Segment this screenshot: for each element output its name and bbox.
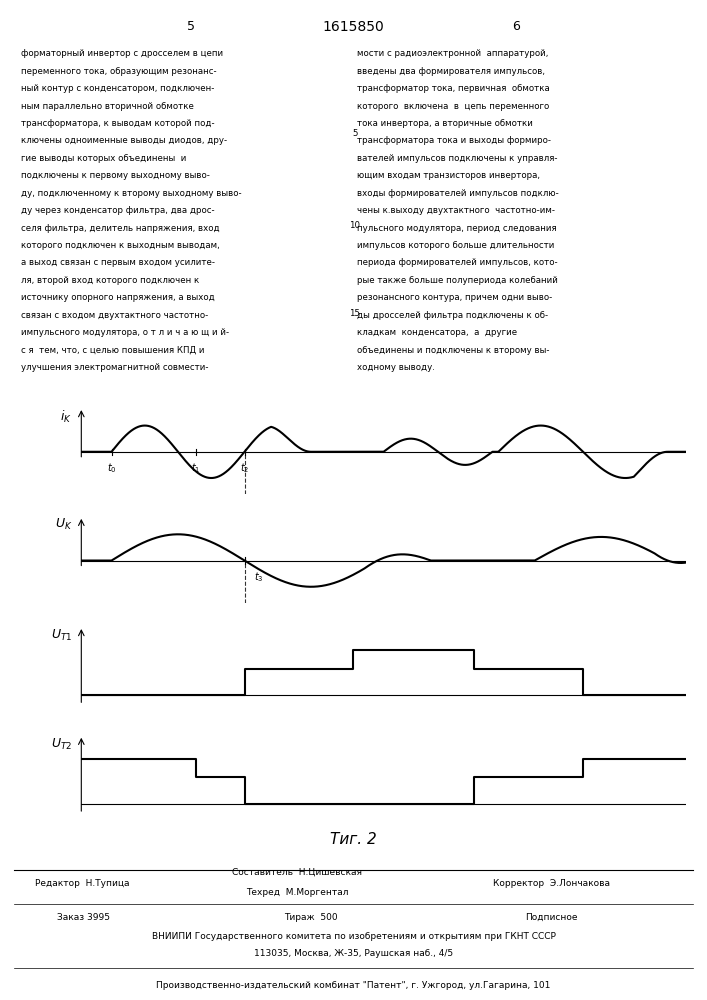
Text: $U_{T2}$: $U_{T2}$ (51, 737, 72, 752)
Text: мости с радиоэлектронной  аппаратурой,: мости с радиоэлектронной аппаратурой, (357, 49, 548, 58)
Text: 10: 10 (349, 221, 361, 230)
Text: импульсного модулятора, о т л и ч а ю щ и й-: импульсного модулятора, о т л и ч а ю щ … (21, 328, 229, 337)
Text: Подписное: Подписное (525, 913, 578, 922)
Text: рые также больше полупериода колебаний: рые также больше полупериода колебаний (357, 276, 558, 285)
Text: ходному выводу.: ходному выводу. (357, 363, 435, 372)
Text: подключены к первому выходному выво-: подключены к первому выходному выво- (21, 171, 210, 180)
Text: Заказ 3995: Заказ 3995 (57, 913, 110, 922)
Text: резонансного контура, причем одни выво-: резонансного контура, причем одни выво- (357, 293, 552, 302)
Text: 5: 5 (352, 129, 358, 138)
Text: форматорный инвертор с дросселем в цепи: форматорный инвертор с дросселем в цепи (21, 49, 223, 58)
Text: ющим входам транзисторов инвертора,: ющим входам транзисторов инвертора, (357, 171, 540, 180)
Text: ным параллельно вторичной обмотке: ным параллельно вторичной обмотке (21, 102, 194, 111)
Text: гие выводы которых объединены  и: гие выводы которых объединены и (21, 154, 187, 163)
Text: трансформатор тока, первичная  обмотка: трансформатор тока, первичная обмотка (357, 84, 549, 93)
Text: $t_0$: $t_0$ (107, 461, 117, 475)
Text: чены к.выходу двухтактного  частотно-им-: чены к.выходу двухтактного частотно-им- (357, 206, 555, 215)
Text: Составитель  Н.Цишевская: Составитель Н.Цишевская (232, 868, 362, 877)
Text: ключены одноименные выводы диодов, дру-: ключены одноименные выводы диодов, дру- (21, 136, 228, 145)
Text: $U_K$: $U_K$ (54, 517, 72, 532)
Text: ды дросселей фильтра подключены к об-: ды дросселей фильтра подключены к об- (357, 311, 548, 320)
Text: вателей импульсов подключены к управля-: вателей импульсов подключены к управля- (357, 154, 557, 163)
Text: 1615850: 1615850 (322, 20, 385, 34)
Text: импульсов которого больше длительности: импульсов которого больше длительности (357, 241, 554, 250)
Text: 15: 15 (349, 309, 361, 318)
Text: селя фильтра, делитель напряжения, вход: селя фильтра, делитель напряжения, вход (21, 224, 220, 233)
Text: ду, подключенному к второму выходному выво-: ду, подключенному к второму выходному вы… (21, 189, 242, 198)
Text: Τиг. 2: Τиг. 2 (330, 832, 377, 848)
Text: связан с входом двухтактного частотно-: связан с входом двухтактного частотно- (21, 311, 209, 320)
Text: 5: 5 (187, 20, 195, 33)
Text: $t_3$: $t_3$ (254, 570, 263, 584)
Text: Редактор  Н.Тупица: Редактор Н.Тупица (35, 880, 130, 888)
Text: входы формирователей импульсов подклю-: входы формирователей импульсов подклю- (357, 189, 559, 198)
Text: Тираж  500: Тираж 500 (284, 913, 338, 922)
Text: $i_K$: $i_K$ (61, 409, 72, 425)
Text: которого подключен к выходным выводам,: которого подключен к выходным выводам, (21, 241, 220, 250)
Text: Техред  М.Моргентал: Техред М.Моргентал (246, 888, 348, 897)
Text: а выход связан с первым входом усилите-: а выход связан с первым входом усилите- (21, 258, 215, 267)
Text: Корректор  Э.Лончакова: Корректор Э.Лончакова (493, 880, 610, 888)
Text: $t_1$: $t_1$ (192, 461, 201, 475)
Text: 6: 6 (512, 20, 520, 33)
Text: 113035, Москва, Ж-35, Раушская наб., 4/5: 113035, Москва, Ж-35, Раушская наб., 4/5 (254, 949, 453, 958)
Text: улучшения электромагнитной совмести-: улучшения электромагнитной совмести- (21, 363, 209, 372)
Text: тока инвертора, а вторичные обмотки: тока инвертора, а вторичные обмотки (357, 119, 532, 128)
Text: введены два формирователя импульсов,: введены два формирователя импульсов, (357, 67, 545, 76)
Text: $t_2$: $t_2$ (240, 461, 249, 475)
Text: ный контур с конденсатором, подключен-: ный контур с конденсатором, подключен- (21, 84, 215, 93)
Text: объединены и подключены к второму вы-: объединены и подключены к второму вы- (357, 346, 549, 355)
Text: ду через конденсатор фильтра, два дрос-: ду через конденсатор фильтра, два дрос- (21, 206, 215, 215)
Text: Производственно-издательский комбинат "Патент", г. Ужгород, ул.Гагарина, 101: Производственно-издательский комбинат "П… (156, 981, 551, 990)
Text: переменного тока, образующим резонанс-: переменного тока, образующим резонанс- (21, 67, 217, 76)
Text: источнику опорного напряжения, а выход: источнику опорного напряжения, а выход (21, 293, 215, 302)
Text: ВНИИПИ Государственного комитета по изобретениям и открытиям при ГКНТ СССР: ВНИИПИ Государственного комитета по изоб… (151, 932, 556, 941)
Text: которого  включена  в  цепь переменного: которого включена в цепь переменного (357, 102, 549, 111)
Text: периода формирователей импульсов, кото-: периода формирователей импульсов, кото- (357, 258, 557, 267)
Text: трансформатора, к выводам которой под-: трансформатора, к выводам которой под- (21, 119, 215, 128)
Text: кладкам  конденсатора,  а  другие: кладкам конденсатора, а другие (357, 328, 517, 337)
Text: $U_{T1}$: $U_{T1}$ (51, 628, 72, 643)
Text: трансформатора тока и выходы формиро-: трансформатора тока и выходы формиро- (357, 136, 551, 145)
Text: пульсного модулятора, период следования: пульсного модулятора, период следования (357, 224, 556, 233)
Text: ля, второй вход которого подключен к: ля, второй вход которого подключен к (21, 276, 199, 285)
Text: с я  тем, что, с целью повышения КПД и: с я тем, что, с целью повышения КПД и (21, 346, 205, 355)
